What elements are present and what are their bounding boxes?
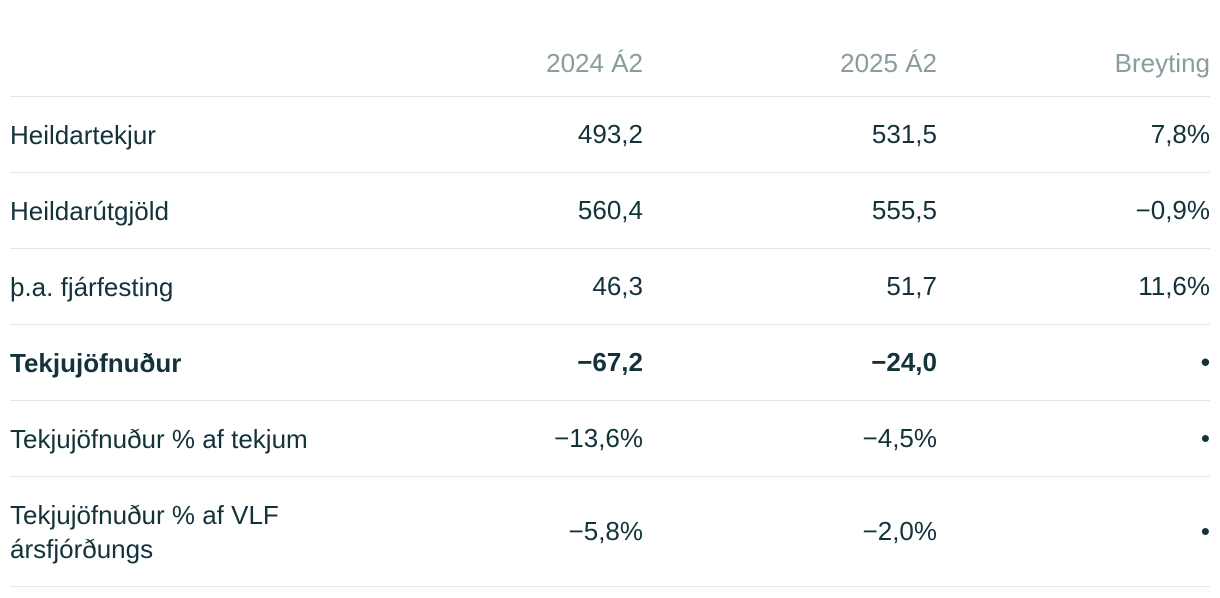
row-label-cell: Tekjujöfnuður % af VLF ársfjórðungs bbox=[10, 476, 350, 587]
column-header: 2025 Á2 bbox=[643, 30, 937, 97]
table-row: Heildartekjur 493,2 531,5 7,8% bbox=[10, 96, 1210, 173]
row-label-cell: Heildartekjur bbox=[10, 96, 350, 173]
row-label: þ.a. fjárfesting bbox=[10, 271, 174, 302]
row-label-cell: Tekjujöfnuður % af tekjum bbox=[10, 400, 350, 477]
value-cell: −5,8% bbox=[350, 476, 643, 587]
value-cell: −24,0 bbox=[643, 324, 937, 401]
value-cell: • bbox=[937, 400, 1210, 477]
value-cell: • bbox=[937, 324, 1210, 401]
row-label: Tekjujöfnuður bbox=[10, 347, 182, 378]
value-cell: 560,4 bbox=[350, 172, 643, 249]
row-label: Heildartekjur bbox=[10, 119, 156, 150]
row-label: Tekjujöfnuður % af VLF ársfjórðungs bbox=[10, 499, 279, 564]
header-spacer bbox=[10, 30, 350, 97]
data-table: 2024 Á2 2025 Á2 Breyting Heildartekjur 493,… bbox=[10, 30, 1210, 587]
table-row: þ.a. fjárfesting 46,3 51,7 11,6% bbox=[10, 248, 1210, 325]
row-label-cell: Heildarútgjöld bbox=[10, 172, 350, 249]
table-row: Tekjujöfnuður % af VLF ársfjórðungs −5,8%… bbox=[10, 476, 1210, 587]
table-row: Tekjujöfnuður % af tekjum −13,6% −4,5% • bbox=[10, 400, 1210, 477]
value-cell: 555,5 bbox=[643, 172, 937, 249]
row-label: Tekjujöfnuður % af tekjum bbox=[10, 423, 308, 454]
value-cell: −0,9% bbox=[937, 172, 1210, 249]
value-cell: 11,6% bbox=[937, 248, 1210, 325]
value-cell: −67,2 bbox=[350, 324, 643, 401]
table-body: Heildartekjur 493,2 531,5 7,8% Heildarútgjöl… bbox=[10, 96, 1210, 587]
row-label: Heildarútgjöld bbox=[10, 195, 169, 226]
value-cell: 531,5 bbox=[643, 96, 937, 173]
column-header: Breyting bbox=[937, 30, 1210, 97]
row-label-cell: Tekjujöfnuður bbox=[10, 324, 350, 401]
header-row: 2024 Á2 2025 Á2 Breyting bbox=[10, 30, 1210, 97]
value-cell: 46,3 bbox=[350, 248, 643, 325]
value-cell: • bbox=[937, 476, 1210, 587]
column-header: 2024 Á2 bbox=[350, 30, 643, 97]
table-row: Tekjujöfnuður −67,2 −24,0 • bbox=[10, 324, 1210, 401]
value-cell: 51,7 bbox=[643, 248, 937, 325]
value-cell: 493,2 bbox=[350, 96, 643, 173]
value-cell: −2,0% bbox=[643, 476, 937, 587]
value-cell: −13,6% bbox=[350, 400, 643, 477]
table-row: Heildarútgjöld 560,4 555,5 −0,9% bbox=[10, 172, 1210, 249]
value-cell: −4,5% bbox=[643, 400, 937, 477]
value-cell: 7,8% bbox=[937, 96, 1210, 173]
row-label-cell: þ.a. fjárfesting bbox=[10, 248, 350, 325]
